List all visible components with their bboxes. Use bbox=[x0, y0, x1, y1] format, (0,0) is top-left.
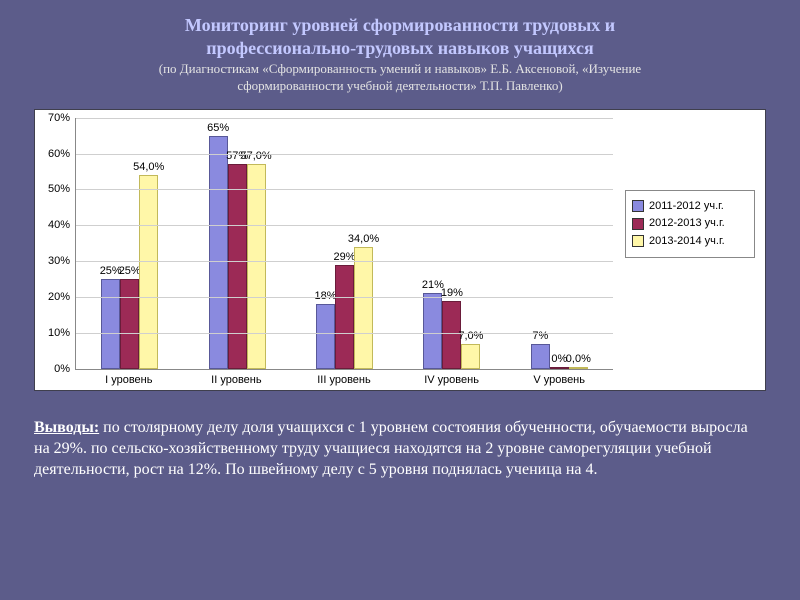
gridline bbox=[76, 261, 613, 262]
y-tick-label: 0% bbox=[40, 363, 70, 375]
bar: 21% bbox=[423, 293, 442, 368]
gridline bbox=[76, 118, 613, 119]
legend-label: 2013-2014 уч.г. bbox=[649, 234, 725, 249]
bar: 7,0% bbox=[461, 344, 480, 369]
conclusion-key: Выводы: bbox=[34, 419, 99, 436]
legend-swatch bbox=[632, 235, 644, 247]
subtitle-line: (по Диагностикам «Сформированность умени… bbox=[159, 61, 641, 76]
slide-title: Мониторинг уровней сформированности труд… bbox=[34, 14, 766, 59]
conclusion: Выводы: по столярному делу доля учащихся… bbox=[34, 417, 766, 480]
bar-value-label: 57,0% bbox=[241, 150, 272, 162]
bar-value-label: 0,0% bbox=[566, 353, 591, 365]
bar: 57% bbox=[228, 164, 247, 368]
bar-value-label: 7% bbox=[532, 330, 548, 342]
legend-item: 2012-2013 уч.г. bbox=[632, 216, 748, 231]
gridline bbox=[76, 333, 613, 334]
category-label: III уровень bbox=[290, 374, 398, 386]
bar-group: 21%19%7,0% bbox=[398, 118, 505, 369]
bar: 29% bbox=[335, 265, 354, 369]
bar: 0% bbox=[550, 367, 569, 369]
bar: 25% bbox=[101, 279, 120, 369]
bar: 54,0% bbox=[139, 175, 158, 369]
title-line: Мониторинг уровней сформированности труд… bbox=[185, 15, 615, 35]
legend-item: 2011-2012 уч.г. bbox=[632, 199, 748, 214]
bar: 25% bbox=[120, 279, 139, 369]
legend-swatch bbox=[632, 200, 644, 212]
category-label: IV уровень bbox=[398, 374, 506, 386]
conclusion-text: по столярному делу доля учащихся с 1 уро… bbox=[34, 419, 748, 478]
plot: 25%25%54,0%65%57%57,0%18%29%34,0%21%19%7… bbox=[75, 118, 613, 370]
category-label: I уровень bbox=[75, 374, 183, 386]
category-label: V уровень bbox=[505, 374, 613, 386]
legend-swatch bbox=[632, 218, 644, 230]
bar: 0,0% bbox=[569, 367, 588, 369]
y-tick-label: 30% bbox=[40, 255, 70, 267]
bar-group: 18%29%34,0% bbox=[291, 118, 398, 369]
y-tick-label: 60% bbox=[40, 148, 70, 160]
legend: 2011-2012 уч.г. 2012-2013 уч.г. 2013-2014 … bbox=[619, 110, 765, 390]
bar-groups: 25%25%54,0%65%57%57,0%18%29%34,0%21%19%7… bbox=[76, 118, 613, 369]
bar-value-label: 34,0% bbox=[348, 233, 379, 245]
title-line: профессионально-трудовых навыков учащихс… bbox=[206, 38, 594, 58]
gridline bbox=[76, 189, 613, 190]
bar-value-label: 65% bbox=[207, 122, 229, 134]
bar-value-label: 7,0% bbox=[458, 330, 483, 342]
plot-area: 25%25%54,0%65%57%57,0%18%29%34,0%21%19%7… bbox=[35, 110, 619, 390]
bar: 34,0% bbox=[354, 247, 373, 369]
category-labels: I уровеньII уровеньIII уровеньIV уровень… bbox=[75, 370, 613, 390]
legend-label: 2011-2012 уч.г. bbox=[649, 199, 724, 214]
bar-value-label: 54,0% bbox=[133, 161, 164, 173]
bar-value-label: 25% bbox=[119, 265, 141, 277]
y-tick-label: 70% bbox=[40, 112, 70, 124]
slide-subtitle: (по Диагностикам «Сформированность умени… bbox=[34, 61, 766, 95]
bar-group: 7%0%0,0% bbox=[506, 118, 613, 369]
legend-label: 2012-2013 уч.г. bbox=[649, 216, 725, 231]
bar: 18% bbox=[316, 304, 335, 369]
bar-group: 65%57%57,0% bbox=[183, 118, 290, 369]
gridline bbox=[76, 154, 613, 155]
y-tick-label: 40% bbox=[40, 219, 70, 231]
legend-item: 2013-2014 уч.г. bbox=[632, 234, 748, 249]
gridline bbox=[76, 297, 613, 298]
slide: Мониторинг уровней сформированности труд… bbox=[0, 0, 800, 600]
category-label: II уровень bbox=[183, 374, 291, 386]
gridline bbox=[76, 225, 613, 226]
y-tick-label: 20% bbox=[40, 291, 70, 303]
bar-group: 25%25%54,0% bbox=[76, 118, 183, 369]
bar: 7% bbox=[531, 344, 550, 369]
legend-box: 2011-2012 уч.г. 2012-2013 уч.г. 2013-2014 … bbox=[625, 190, 755, 258]
bar: 57,0% bbox=[247, 164, 266, 368]
y-tick-label: 10% bbox=[40, 327, 70, 339]
y-tick-label: 50% bbox=[40, 183, 70, 195]
bar-chart: 25%25%54,0%65%57%57,0%18%29%34,0%21%19%7… bbox=[34, 109, 766, 391]
subtitle-line: сформированности учебной деятельности» Т… bbox=[237, 78, 562, 93]
